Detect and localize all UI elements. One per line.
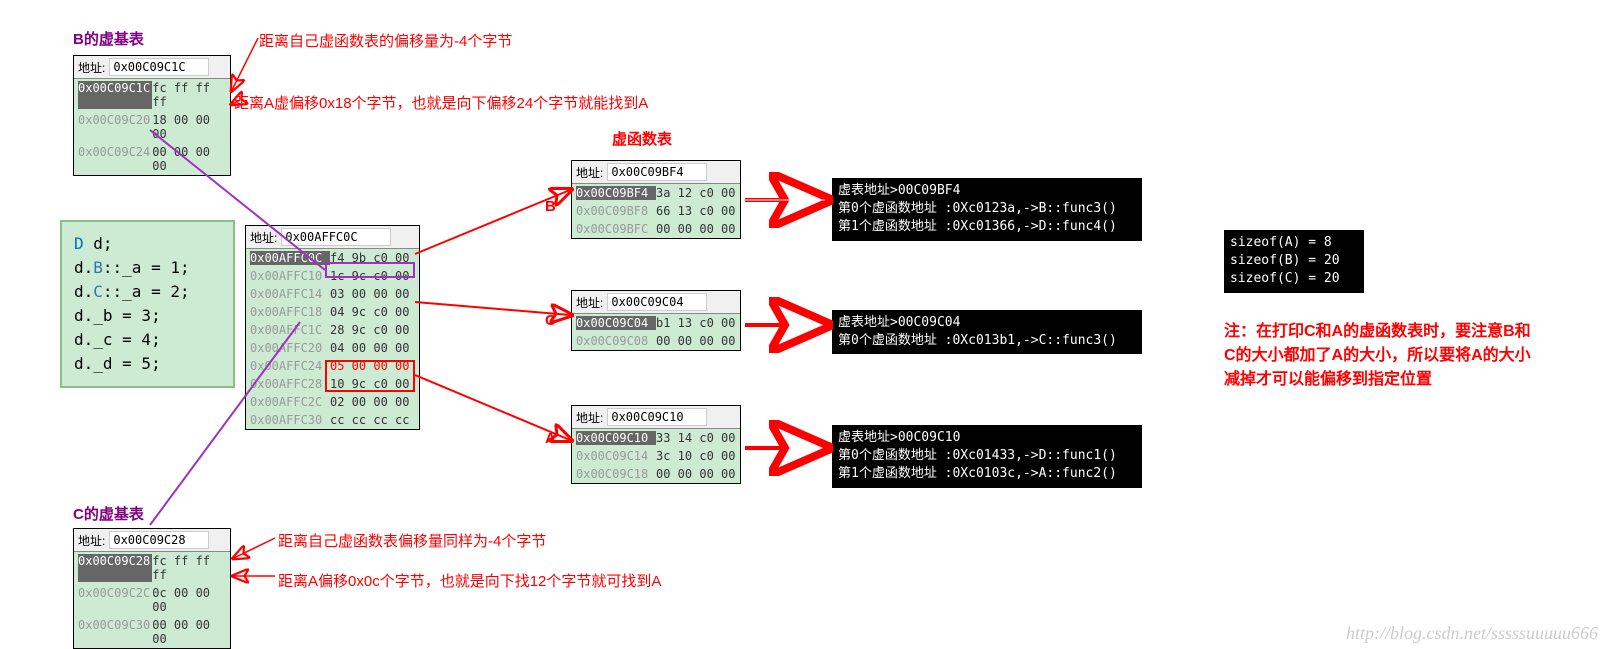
c-vbt-note-a: 距离A偏移0x0c个字节，也就是向下找12个字节就可找到A — [278, 570, 661, 591]
console-b: 虚表地址>00C09BF4 第0个虚函数地址 :0Xc0123a,->B::fu… — [832, 178, 1142, 241]
c-vbt-note-self: 距离自己虚函数表偏移量同样为-4个字节 — [278, 530, 546, 551]
addr-input[interactable] — [607, 163, 707, 181]
label-a: A — [545, 430, 556, 447]
c-vbtable-title: C的虚基表 — [73, 503, 144, 524]
addr-input[interactable] — [281, 228, 391, 246]
addr-input[interactable] — [607, 293, 707, 311]
label-b: B — [545, 198, 556, 215]
b-vbt-note-a: 距离A虚偏移0x18个字节，也就是向下偏移24个字节就能找到A — [234, 92, 648, 113]
addr-input[interactable] — [109, 58, 209, 76]
mem-rows: 0x00C09C1Cfc ff ff ff 0x00C09C2018 00 00… — [74, 79, 230, 175]
console-c: 虚表地址>00C09C04 第0个虚函数地址 :0Xc013b1,->C::fu… — [832, 310, 1142, 354]
console-a: 虚表地址>00C09C10 第0个虚函数地址 :0Xc01433,->D::fu… — [832, 425, 1142, 488]
right-note: 注：在打印C和A的虚函数表时，要注意B和C的大小都加了A的大小，所以要将A的大小… — [1224, 320, 1534, 392]
watermark: http://blog.csdn.net/sssssuuuuu666 — [1346, 623, 1598, 644]
addr-input[interactable] — [109, 531, 209, 549]
mem-vft-c: 地址: 0x00C09C04b1 13 c0 00 0x00C09C0800 0… — [571, 290, 741, 351]
mem-vft-b: 地址: 0x00C09BF43a 12 c0 00 0x00C09BF866 1… — [571, 160, 741, 239]
addr-input[interactable] — [607, 408, 707, 426]
addr-label: 地址: — [250, 229, 277, 246]
vftable-title: 虚函数表 — [612, 128, 672, 149]
code-block: D d; d.B::_a = 1; d.C::_a = 2; d._b = 3;… — [60, 220, 235, 388]
label-c: C — [545, 312, 556, 329]
mem-b-vbtable: 地址: 0x00C09C1Cfc ff ff ff 0x00C09C2018 0… — [73, 55, 231, 176]
b-vbtable-title: B的虚基表 — [73, 28, 144, 49]
mem-main: 地址: 0x00AFFC0Cf4 9b c0 00 0x00AFFC101c 9… — [245, 225, 420, 430]
addr-label: 地址: — [78, 59, 105, 76]
mem-vft-a: 地址: 0x00C09C1033 14 c0 00 0x00C09C143c 1… — [571, 405, 741, 484]
mem-c-vbtable: 地址: 0x00C09C28fc ff ff ff 0x00C09C2C0c 0… — [73, 528, 231, 649]
b-vbt-note-self: 距离自己虚函数表的偏移量为-4个字节 — [259, 30, 512, 51]
sizeof-console: sizeof(A) = 8 sizeof(B) = 20 sizeof(C) =… — [1224, 230, 1364, 293]
